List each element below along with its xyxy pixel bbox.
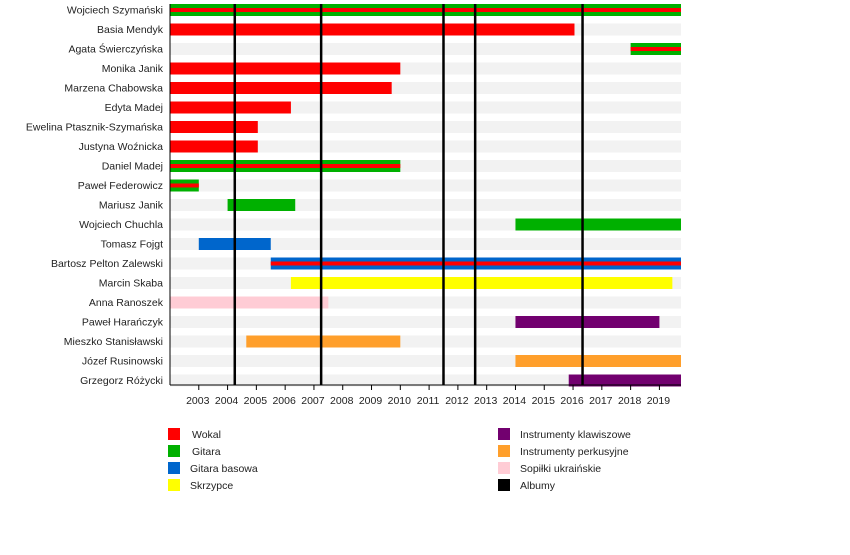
legend-label-guitar: Gitara — [192, 446, 221, 458]
x-tick-label: 2012 — [445, 395, 469, 407]
x-tick-label: 2009 — [359, 395, 383, 407]
bar-vocal — [170, 121, 258, 133]
row-background — [170, 140, 681, 153]
member-name-label: Paweł Federowicz — [78, 180, 163, 192]
row-background — [170, 179, 681, 192]
member-name-label: Tomasz Fojgt — [101, 239, 164, 251]
member-name-label: Marzena Chabowska — [64, 83, 163, 95]
member-name-label: Anna Ranoszek — [89, 297, 164, 309]
member-name-label: Wojciech Chuchla — [79, 219, 163, 231]
member-name-label: Józef Rusinowski — [82, 356, 163, 368]
row-background — [170, 43, 681, 55]
member-name-label: Bartosz Pelton Zalewski — [51, 258, 163, 270]
bar-guitar — [227, 199, 296, 211]
legend-swatch-percussion — [498, 445, 510, 457]
member-name-label: Edyta Madej — [105, 102, 163, 114]
x-tick-label: 2005 — [244, 395, 268, 407]
legend-label-keys: Instrumenty klawiszowe — [520, 429, 631, 441]
member-name-label: Mieszko Stanisławski — [64, 336, 163, 348]
row-background — [170, 199, 681, 211]
x-tick-label: 2008 — [330, 395, 354, 407]
x-tick-label: 2014 — [503, 395, 527, 407]
legend-label-sopilka: Sopiłki ukraińskie — [520, 463, 601, 475]
x-tick-label: 2017 — [589, 395, 613, 407]
member-name-label: Justyna Woźnicka — [79, 141, 164, 153]
row-background — [170, 374, 681, 387]
legend-label-vocal: Wokal — [192, 429, 221, 441]
bar-vocal — [170, 140, 258, 153]
member-name-label: Agata Świerczyńska — [68, 43, 163, 56]
bar-keys — [515, 316, 660, 328]
member-name-label: Mariusz Janik — [99, 200, 164, 212]
bar-vocal — [170, 23, 575, 36]
legend-swatch-vocal — [168, 428, 180, 440]
x-tick-label: 2007 — [301, 395, 325, 407]
bar-stripe-vocal — [630, 47, 681, 51]
bar-percussion — [515, 355, 681, 367]
legend-label-albums: Albumy — [520, 480, 556, 492]
member-name-label: Monika Janik — [102, 63, 164, 75]
member-name-label: Grzegorz Różycki — [80, 375, 163, 387]
legend-swatch-bass — [168, 462, 180, 474]
legend-label-violin: Skrzypce — [190, 480, 233, 492]
bar-stripe-vocal — [170, 8, 681, 12]
legend-label-bass: Gitara basowa — [190, 463, 258, 475]
legend-swatch-keys — [498, 428, 510, 440]
x-tick-label: 2003 — [186, 395, 210, 407]
x-tick-label: 2015 — [532, 395, 556, 407]
member-name-label: Wojciech Szymański — [67, 5, 163, 17]
legend-swatch-albums — [498, 479, 510, 491]
bar-guitar — [515, 218, 681, 231]
bar-vocal — [170, 62, 401, 75]
member-name-label: Basia Mendyk — [97, 24, 164, 36]
bar-keys — [568, 374, 681, 387]
row-background — [170, 238, 681, 250]
member-name-label: Daniel Madej — [102, 161, 163, 173]
x-tick-label: 2011 — [417, 395, 440, 407]
bar-sopilka — [170, 296, 329, 309]
bar-stripe-vocal — [170, 164, 401, 168]
row-background — [170, 121, 681, 133]
x-tick-label: 2019 — [647, 395, 671, 407]
x-tick-label: 2004 — [215, 395, 239, 407]
row-background — [170, 101, 681, 114]
x-tick-label: 2018 — [618, 395, 642, 407]
bar-violin — [290, 277, 673, 289]
bar-stripe-vocal — [170, 183, 199, 188]
x-tick-label: 2013 — [474, 395, 498, 407]
legend-swatch-violin — [168, 479, 180, 491]
bar-vocal — [170, 82, 392, 94]
bar-vocal — [170, 101, 291, 114]
x-tick-label: 2010 — [388, 395, 412, 407]
legend-swatch-sopilka — [498, 462, 510, 474]
member-name-label: Marcin Skaba — [99, 278, 163, 290]
legend-label-percussion: Instrumenty perkusyjne — [520, 446, 629, 458]
x-tick-label: 2016 — [560, 395, 584, 407]
x-tick-label: 2006 — [272, 395, 296, 407]
member-name-label: Ewelina Ptasznik-Szymańska — [26, 122, 163, 134]
bar-percussion — [246, 335, 401, 348]
member-name-label: Paweł Harańczyk — [82, 317, 164, 329]
legend-swatch-guitar — [168, 445, 180, 457]
